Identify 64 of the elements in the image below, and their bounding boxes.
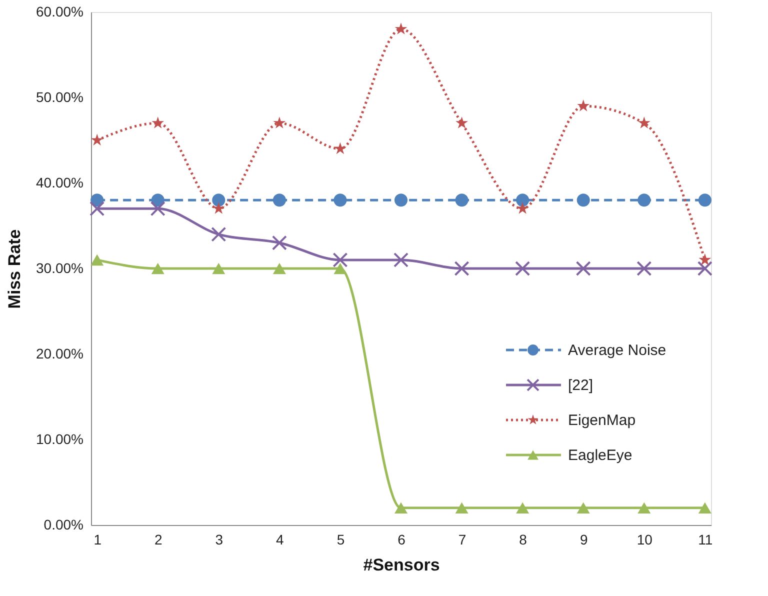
point bbox=[455, 502, 468, 514]
point bbox=[394, 502, 408, 514]
legend-label: [22] bbox=[568, 377, 594, 394]
point bbox=[515, 260, 530, 276]
x-tick-label: 1 bbox=[94, 532, 102, 548]
x-tick-label: 3 bbox=[215, 532, 224, 548]
x-tick-label: 7 bbox=[458, 532, 466, 548]
point bbox=[455, 194, 468, 207]
point bbox=[272, 194, 286, 207]
legend-label: EagleEye bbox=[568, 447, 632, 464]
point bbox=[456, 116, 468, 128]
y-tick-label: 50.00% bbox=[36, 89, 84, 105]
y-tick-label: 0.00% bbox=[44, 516, 84, 532]
point bbox=[393, 252, 409, 268]
point bbox=[394, 194, 408, 207]
point bbox=[150, 201, 166, 216]
point bbox=[638, 194, 651, 207]
point bbox=[454, 260, 470, 276]
point bbox=[576, 194, 590, 207]
y-tick-label: 30.00% bbox=[36, 260, 84, 276]
x-tick-label: 4 bbox=[276, 532, 284, 548]
point bbox=[90, 201, 105, 216]
point bbox=[272, 262, 286, 274]
point bbox=[698, 194, 712, 207]
y-tick-label: 40.00% bbox=[36, 174, 84, 190]
point bbox=[576, 502, 590, 514]
point bbox=[273, 116, 286, 128]
point bbox=[638, 116, 650, 128]
point bbox=[516, 202, 529, 214]
point bbox=[577, 100, 590, 112]
legend-label: EigenMap bbox=[568, 412, 636, 429]
point bbox=[212, 194, 226, 207]
point bbox=[334, 142, 346, 154]
point bbox=[698, 253, 712, 266]
point bbox=[211, 226, 226, 242]
y-tick-label: 10.00% bbox=[36, 431, 84, 447]
y-tick-label: 60.00% bbox=[36, 4, 84, 20]
x-tick-label: 8 bbox=[519, 532, 528, 548]
point bbox=[332, 252, 348, 268]
x-tick-label: 5 bbox=[336, 532, 345, 548]
point bbox=[394, 22, 408, 34]
point bbox=[697, 260, 712, 276]
x-tick-label: 11 bbox=[698, 532, 713, 548]
point bbox=[636, 260, 652, 276]
point bbox=[576, 260, 591, 276]
y-tick-label: 20.00% bbox=[36, 346, 84, 362]
point bbox=[272, 235, 287, 250]
y-axis-title: Miss Rate bbox=[5, 229, 24, 309]
point bbox=[516, 194, 530, 207]
point bbox=[334, 194, 347, 207]
point bbox=[698, 502, 712, 514]
point bbox=[151, 262, 164, 274]
point bbox=[90, 134, 104, 146]
point bbox=[516, 502, 530, 514]
x-tick-label: 9 bbox=[580, 532, 588, 548]
point bbox=[212, 262, 226, 274]
x-tick-label: 10 bbox=[636, 532, 653, 548]
point bbox=[152, 116, 164, 128]
x-axis-title: #Sensors bbox=[363, 556, 440, 574]
point bbox=[638, 502, 651, 514]
point bbox=[90, 254, 104, 266]
x-tick-label: 2 bbox=[154, 532, 162, 548]
legend-label: Average Noise bbox=[568, 342, 666, 359]
x-tick-label: 6 bbox=[398, 532, 406, 548]
